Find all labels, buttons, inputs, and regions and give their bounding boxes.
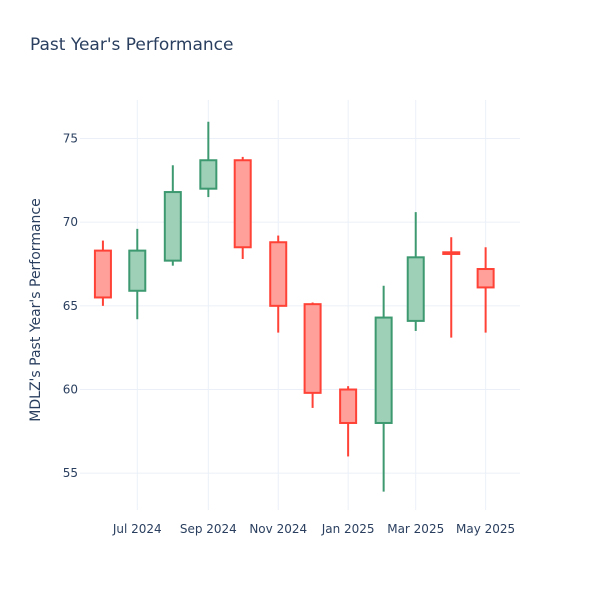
candle-2025-04-01 bbox=[442, 237, 461, 338]
candle-body bbox=[339, 388, 358, 424]
y-tick-label: 75 bbox=[63, 131, 78, 145]
candle-body bbox=[303, 303, 322, 394]
candle-2024-11-01 bbox=[269, 235, 288, 333]
x-tick-label: Jul 2024 bbox=[112, 522, 162, 536]
candle-body bbox=[93, 249, 112, 299]
candle-body bbox=[233, 159, 252, 249]
candle-body bbox=[269, 241, 288, 307]
candle-2024-12-01 bbox=[303, 302, 322, 408]
candles bbox=[93, 121, 495, 492]
x-tick-label: Nov 2024 bbox=[249, 522, 307, 536]
candle-2024-08-01 bbox=[163, 165, 182, 266]
y-axis-ticks: 55 60 65 70 75 bbox=[63, 131, 78, 480]
y-axis-title: MDLZ's Past Year's Performance bbox=[28, 198, 44, 421]
y-tick-label: 55 bbox=[63, 466, 78, 480]
x-axis-ticks: Jul 2024 Sep 2024 Nov 2024 Jan 2025 Mar 2025… bbox=[112, 522, 515, 536]
x-tick-label: Sep 2024 bbox=[180, 522, 237, 536]
x-tick-label: Jan 2025 bbox=[321, 522, 375, 536]
candle-body bbox=[128, 249, 147, 292]
candle-2025-05-01 bbox=[476, 247, 495, 333]
candle-body bbox=[199, 159, 218, 190]
y-tick-label: 65 bbox=[63, 299, 78, 313]
x-tick-label: May 2025 bbox=[456, 522, 515, 536]
x-tick-label: Mar 2025 bbox=[387, 522, 444, 536]
candle-2024-06-01 bbox=[93, 240, 112, 306]
candle-body bbox=[476, 268, 495, 289]
candle-body bbox=[442, 251, 461, 255]
candle-2024-10-01 bbox=[233, 156, 252, 259]
candle-body bbox=[163, 191, 182, 262]
chart-title: Past Year's Performance bbox=[30, 35, 234, 55]
candle-body bbox=[406, 256, 425, 322]
candle-2025-03-01 bbox=[406, 212, 425, 331]
candle-2024-07-01 bbox=[128, 228, 147, 320]
candle-body bbox=[374, 316, 393, 424]
candle-2025-01-01 bbox=[339, 386, 358, 457]
candle-2025-02-01 bbox=[374, 285, 393, 492]
y-tick-label: 70 bbox=[63, 215, 78, 229]
y-tick-label: 60 bbox=[63, 383, 78, 397]
candle-2024-09-01 bbox=[199, 121, 218, 198]
grid bbox=[80, 100, 520, 510]
